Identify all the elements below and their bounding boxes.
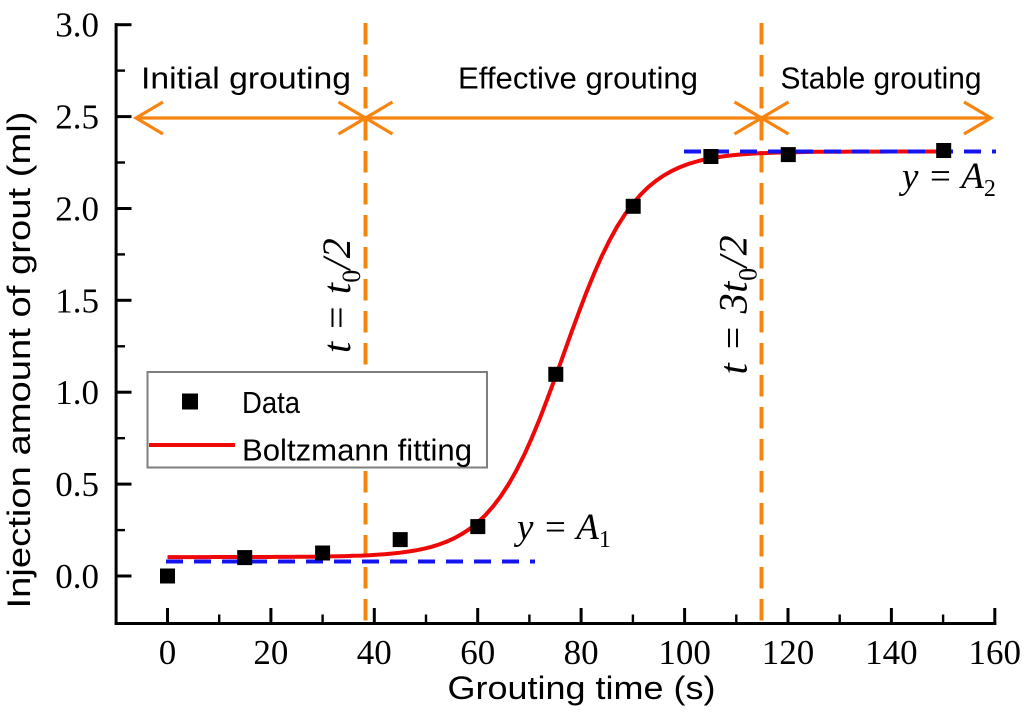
svg-text:1.0: 1.0 <box>55 373 99 412</box>
svg-text:y = A2: y = A2 <box>898 156 996 202</box>
svg-text:Injection amount of grout (ml): Injection amount of grout (ml) <box>1 111 37 608</box>
svg-text:40: 40 <box>357 633 392 672</box>
svg-text:t = 3t0/2: t = 3t0/2 <box>711 235 763 375</box>
svg-text:0.5: 0.5 <box>55 465 99 504</box>
svg-text:Data: Data <box>242 385 301 420</box>
svg-text:Stable grouting: Stable grouting <box>781 61 982 96</box>
svg-text:160: 160 <box>969 633 1022 672</box>
svg-text:3.0: 3.0 <box>55 6 99 45</box>
svg-text:Effective grouting: Effective grouting <box>458 61 698 96</box>
svg-text:120: 120 <box>762 633 815 672</box>
svg-text:0.0: 0.0 <box>55 557 99 596</box>
svg-text:0: 0 <box>159 633 177 672</box>
svg-text:20: 20 <box>253 633 288 672</box>
svg-text:Initial grouting: Initial grouting <box>141 61 351 96</box>
svg-text:t = t0/2: t = t0/2 <box>314 238 366 353</box>
svg-text:y = A1: y = A1 <box>513 507 611 553</box>
svg-text:60: 60 <box>460 633 495 672</box>
svg-text:Grouting time (s): Grouting time (s) <box>448 670 716 706</box>
svg-text:2.0: 2.0 <box>55 190 99 229</box>
svg-text:Boltzmann fitting: Boltzmann fitting <box>242 433 472 468</box>
svg-text:140: 140 <box>865 633 918 672</box>
svg-text:80: 80 <box>564 633 599 672</box>
svg-text:1.5: 1.5 <box>55 281 99 320</box>
svg-text:100: 100 <box>658 633 711 672</box>
svg-text:2.5: 2.5 <box>55 98 99 137</box>
